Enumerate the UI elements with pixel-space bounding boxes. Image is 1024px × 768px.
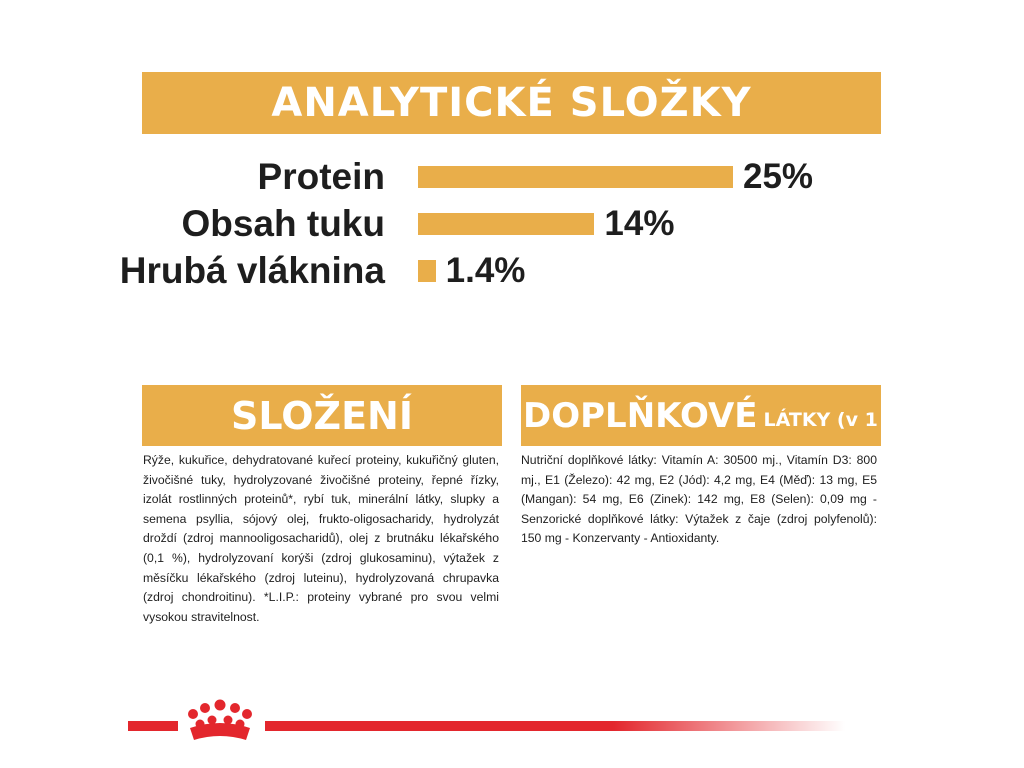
supplements-header: DOPLŇKOVÉ LÁTKY (v 1 kg) — [521, 385, 919, 446]
value-label: 25% — [743, 157, 814, 196]
logo-line-left — [128, 721, 178, 731]
supplements-text: Nutriční doplňkové látky: Vitamín A: 305… — [521, 453, 877, 546]
crown-logo — [188, 699, 252, 740]
composition-title: SLOŽENÍ — [142, 385, 502, 446]
supplements-title: DOPLŇKOVÉ — [523, 395, 758, 436]
supplements-subtitle: LÁTKY (v 1 kg) — [763, 408, 920, 431]
bar — [418, 260, 436, 282]
value-label: 1.4% — [445, 251, 526, 290]
bar — [418, 166, 733, 188]
header-title: ANALYTICKÉ SLOŽKY — [142, 72, 881, 134]
composition-text: Rýže, kukuřice, dehydratované kuřecí pro… — [143, 453, 499, 624]
logo-line-right — [265, 721, 845, 731]
category-label: Obsah tuku — [181, 203, 385, 244]
category-label: Protein — [257, 156, 385, 197]
bar — [418, 213, 595, 235]
value-label: 14% — [604, 204, 675, 243]
category-label: Hrubá vláknina — [119, 250, 385, 291]
